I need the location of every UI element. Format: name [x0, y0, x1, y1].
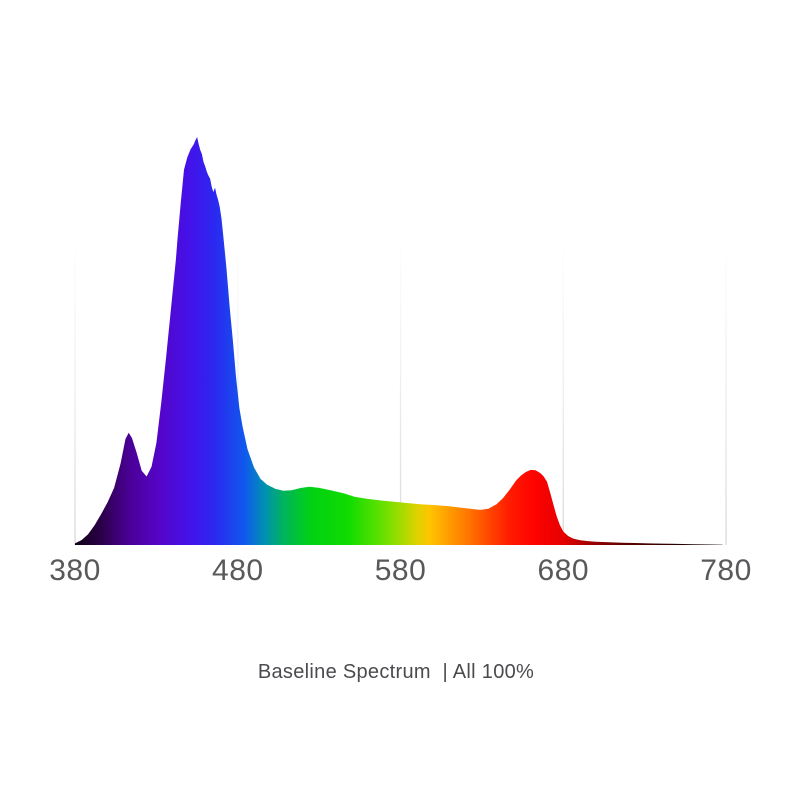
spectrum-area-fill [75, 137, 723, 545]
gridline-480 [237, 235, 239, 545]
chart-caption: Baseline Spectrum | All 100% [257, 661, 535, 683]
gridline-580 [399, 235, 402, 545]
gridline-380 [74, 235, 76, 545]
gridline-780 [725, 235, 727, 545]
gridline-680 [562, 235, 564, 545]
vertical-gridlines [74, 235, 727, 545]
